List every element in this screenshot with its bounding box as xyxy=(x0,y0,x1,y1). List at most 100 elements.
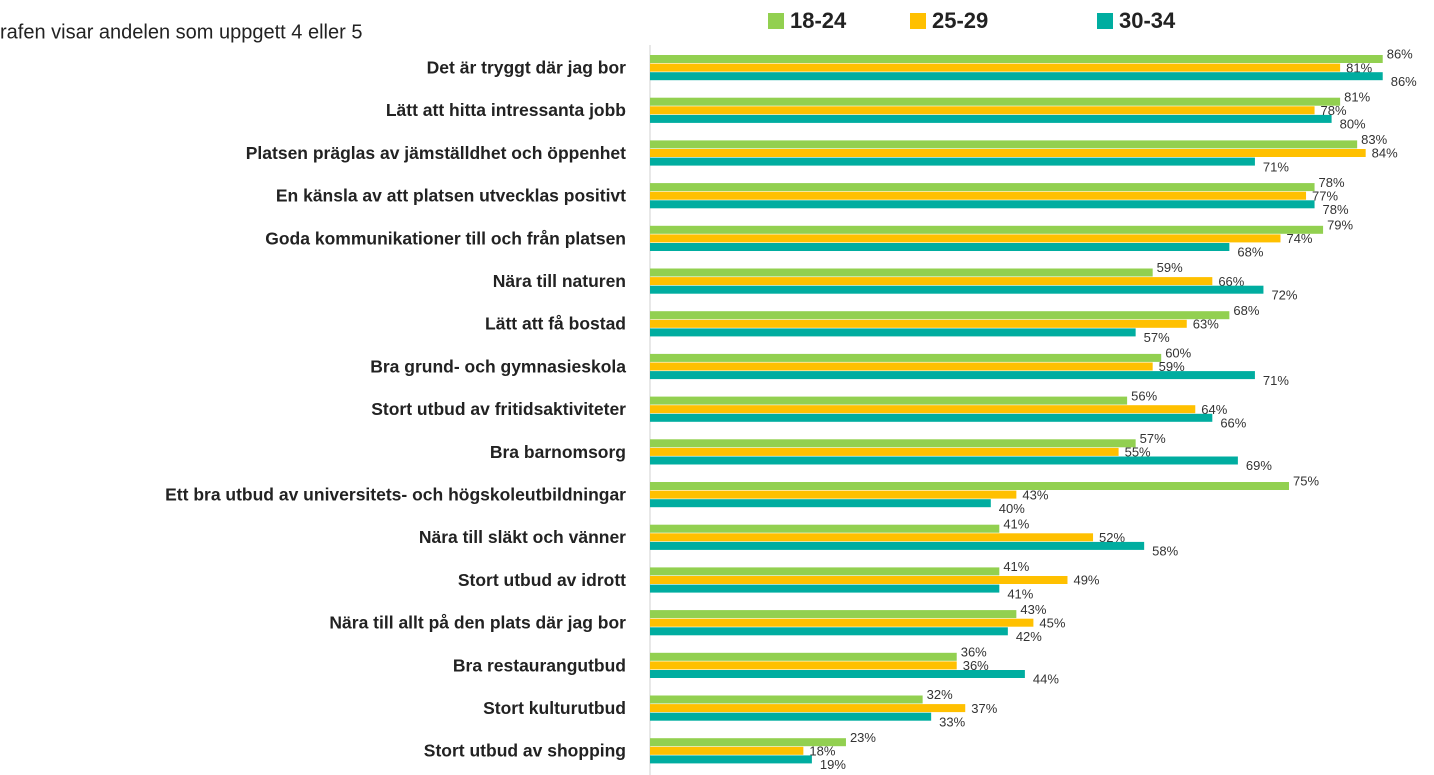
bar xyxy=(650,499,991,508)
value-label: 59% xyxy=(1157,260,1183,275)
bar xyxy=(650,490,1017,499)
value-label: 79% xyxy=(1327,218,1353,233)
bar xyxy=(650,456,1238,465)
value-label: 78% xyxy=(1323,202,1349,217)
value-label: 36% xyxy=(961,645,987,660)
value-label: 57% xyxy=(1144,330,1170,345)
value-label: 75% xyxy=(1293,474,1319,489)
value-label: 33% xyxy=(939,714,965,729)
value-label: 86% xyxy=(1387,47,1413,62)
value-label: 43% xyxy=(1020,602,1046,617)
legend-swatch xyxy=(768,13,784,29)
value-label: 55% xyxy=(1125,445,1151,460)
bar xyxy=(650,319,1187,328)
bar xyxy=(650,712,932,721)
value-label: 56% xyxy=(1131,388,1157,403)
value-label: 71% xyxy=(1263,159,1289,174)
value-label: 19% xyxy=(820,757,846,772)
bar xyxy=(650,353,1162,362)
value-label: 78% xyxy=(1321,103,1347,118)
legend-label: 18-24 xyxy=(790,8,847,33)
chart-subtitle: rafen visar andelen som uppgett 4 eller … xyxy=(0,21,362,43)
category-label: Ett bra utbud av universitets- och högsk… xyxy=(165,485,626,505)
value-label: 45% xyxy=(1039,615,1065,630)
value-label: 64% xyxy=(1201,402,1227,417)
value-label: 86% xyxy=(1391,74,1417,89)
value-label: 72% xyxy=(1271,287,1297,302)
category-label: Platsen präglas av jämställdhet och öppe… xyxy=(246,143,626,163)
bar xyxy=(650,157,1255,166)
bar xyxy=(650,695,923,704)
value-label: 78% xyxy=(1319,175,1345,190)
bar xyxy=(650,183,1315,192)
bar xyxy=(650,277,1213,286)
value-label: 81% xyxy=(1346,60,1372,75)
bar xyxy=(650,610,1017,619)
value-label: 68% xyxy=(1233,303,1259,318)
bar xyxy=(650,576,1068,584)
bar xyxy=(650,524,1000,533)
value-label: 41% xyxy=(1003,516,1029,531)
bar xyxy=(650,63,1341,72)
bar xyxy=(650,533,1094,542)
bar xyxy=(650,234,1281,243)
value-label: 83% xyxy=(1361,132,1387,147)
bar xyxy=(650,627,1008,636)
value-label: 42% xyxy=(1016,629,1042,644)
value-label: 71% xyxy=(1263,373,1289,388)
category-label: Bra barnomsorg xyxy=(490,442,626,462)
value-label: 68% xyxy=(1237,245,1263,260)
value-label: 69% xyxy=(1246,458,1272,473)
bar xyxy=(650,140,1358,149)
category-label: Stort utbud av idrott xyxy=(458,570,626,590)
value-label: 49% xyxy=(1073,573,1099,588)
value-label: 41% xyxy=(1003,559,1029,574)
category-label: Lätt att hitta intressanta jobb xyxy=(386,100,626,120)
legend-swatch xyxy=(1097,13,1113,29)
category-label: Stort utbud av shopping xyxy=(424,741,626,761)
bar xyxy=(650,191,1307,200)
category-label: Nära till naturen xyxy=(493,271,626,291)
category-label: Nära till allt på den plats där jag bor xyxy=(329,613,626,633)
bar xyxy=(650,396,1128,405)
value-label: 59% xyxy=(1159,359,1185,374)
bar xyxy=(650,439,1136,448)
bar xyxy=(650,97,1341,106)
bar xyxy=(650,482,1289,490)
legend-label: 25-29 xyxy=(932,8,988,33)
bar xyxy=(650,661,957,670)
bar xyxy=(650,738,846,747)
value-label: 81% xyxy=(1344,89,1370,104)
value-label: 57% xyxy=(1140,431,1166,446)
bar xyxy=(650,567,1000,576)
bar xyxy=(650,447,1119,456)
value-label: 58% xyxy=(1152,544,1178,559)
category-label: En känsla av att platsen utvecklas posit… xyxy=(276,186,626,206)
bar xyxy=(650,243,1230,251)
bar xyxy=(650,225,1324,234)
value-label: 63% xyxy=(1193,317,1219,332)
bar xyxy=(650,405,1196,414)
bar xyxy=(650,72,1383,81)
value-label: 84% xyxy=(1372,146,1398,161)
value-label: 18% xyxy=(809,744,835,759)
bar xyxy=(650,106,1315,115)
category-label: Bra grund- och gymnasieskola xyxy=(370,356,626,376)
bar xyxy=(650,652,957,661)
bar xyxy=(650,704,966,713)
category-label: Nära till släkt och vänner xyxy=(419,527,626,547)
legend-label: 30-34 xyxy=(1119,8,1176,33)
bar xyxy=(650,541,1145,550)
bar xyxy=(650,413,1213,422)
bar xyxy=(650,328,1136,337)
value-label: 52% xyxy=(1099,530,1125,545)
category-label: Bra restaurangutbud xyxy=(453,655,626,675)
value-label: 60% xyxy=(1165,346,1191,361)
value-label: 77% xyxy=(1312,188,1338,203)
bar xyxy=(650,371,1255,380)
legend-swatch xyxy=(910,13,926,29)
value-label: 32% xyxy=(927,687,953,702)
value-label: 44% xyxy=(1033,672,1059,687)
value-label: 66% xyxy=(1218,274,1244,289)
